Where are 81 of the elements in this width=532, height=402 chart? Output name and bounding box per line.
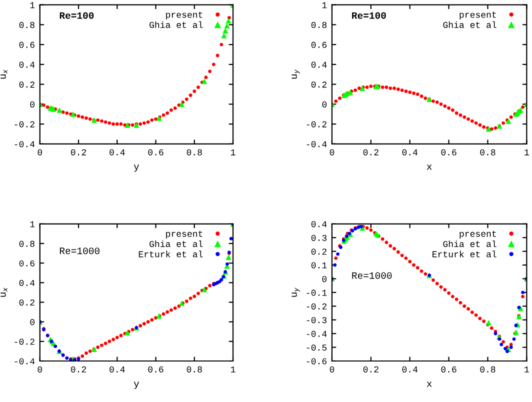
x-tick-label: 1 [524, 149, 529, 156]
y-tick-label: 0.4 [311, 62, 327, 68]
legend-label: Ghia et al [150, 240, 203, 248]
y-axis-title: u$_{y}$ [292, 288, 300, 297]
y-tick-label: 0 [30, 319, 34, 326]
x-tick-label: 1 [230, 149, 236, 156]
x-tick-label: 0 [330, 366, 334, 372]
y-tick-label: -0.4 [14, 141, 35, 148]
y-tick-label: 0.8 [19, 240, 34, 247]
x-tick-label: 0.4 [110, 366, 125, 372]
x-tick-label: 0.4 [402, 366, 418, 372]
y-axis-title: u$_{y}$ [292, 69, 300, 79]
x-axis-title: y [134, 382, 140, 389]
x-tick-label: 0.6 [441, 149, 456, 156]
annotation: Re=100 [60, 12, 94, 19]
y-tick-label: -0.3 [306, 317, 327, 324]
y-tick-label: 0.4 [19, 280, 35, 286]
annotation: Re=1000 [60, 248, 100, 254]
annotation: Re=1000 [352, 272, 392, 279]
y-tick-label: 0.2 [311, 82, 326, 88]
y-tick-label: 1 [30, 221, 35, 228]
x-tick-label: 0.4 [402, 149, 418, 156]
x-tick-label: 0 [38, 149, 42, 156]
annotation: Re=100 [352, 12, 386, 19]
x-tick-label: 0 [38, 366, 42, 372]
x-axis-title: x [426, 164, 432, 170]
y-tick-label: 0.4 [19, 62, 35, 68]
y-tick-label: 0 [30, 101, 34, 108]
legend-label: Ghia et al [443, 21, 496, 28]
y-tick-label: 0 [322, 101, 327, 108]
y-tick-label: 1 [322, 2, 327, 8]
y-tick-label: -0.4 [14, 358, 35, 364]
x-tick-label: 0.8 [186, 149, 202, 156]
y-tick-label: -0.4 [306, 330, 327, 337]
legend-label: Erturk et al [138, 250, 203, 258]
legend-label: present [166, 12, 202, 20]
y-tick-label: 0.6 [19, 260, 34, 266]
x-axis-title: y [134, 164, 140, 172]
y-tick-label: 0.2 [19, 299, 34, 306]
x-tick-label: 0.2 [363, 366, 378, 372]
y-tick-label: 0 [322, 276, 327, 282]
y-tick-label: 0.2 [311, 248, 326, 255]
y-tick-label: 0.4 [311, 221, 327, 228]
y-tick-label: -0.1 [306, 290, 327, 296]
y-tick-label: -0.2 [306, 303, 326, 310]
x-tick-label: 0.2 [70, 366, 86, 372]
x-tick-label: 0.2 [70, 149, 86, 156]
y-tick-label: -0.2 [14, 338, 34, 345]
y-tick-label: 0.1 [311, 262, 327, 268]
x-tick-label: 0.6 [148, 149, 164, 156]
legend-label: present [166, 230, 202, 239]
y-tick-label: -0.6 [306, 358, 327, 364]
x-tick-label: 0.4 [110, 149, 125, 156]
y-axis-title: u$_{x}$ [0, 70, 8, 79]
x-tick-label: 0.8 [186, 366, 202, 372]
y-tick-label: -0.2 [14, 121, 34, 128]
x-tick-label: 1 [230, 366, 236, 372]
y-tick-label: 0.3 [311, 234, 327, 241]
x-tick-label: 0.6 [441, 366, 456, 372]
y-axis-title: u$_{x}$ [0, 288, 8, 297]
y-tick-label: 0.2 [19, 82, 34, 88]
y-tick-label: -0.4 [306, 141, 327, 148]
y-tick-label: -0.5 [306, 344, 327, 351]
legend-label: present [460, 230, 496, 239]
legend-label: Erturk et al [432, 250, 496, 258]
x-tick-label: 0.8 [480, 149, 496, 156]
x-axis-title: x [426, 382, 432, 387]
x-tick-label: 0.2 [363, 149, 378, 156]
x-tick-label: 0.6 [148, 366, 164, 372]
x-tick-label: 1 [524, 366, 529, 372]
legend-label: Ghia et al [443, 240, 496, 248]
legend-label: present [460, 12, 496, 20]
y-tick-label: 0.6 [311, 42, 327, 48]
y-tick-label: 1 [30, 2, 35, 8]
y-tick-label: 0.8 [19, 22, 34, 28]
x-tick-label: 0.8 [480, 366, 496, 372]
y-tick-label: 0.6 [19, 42, 34, 48]
legend-label: Ghia et al [150, 21, 203, 28]
x-tick-label: 0 [330, 149, 334, 156]
y-tick-label: 0.8 [311, 22, 327, 28]
y-tick-label: -0.2 [306, 121, 326, 128]
